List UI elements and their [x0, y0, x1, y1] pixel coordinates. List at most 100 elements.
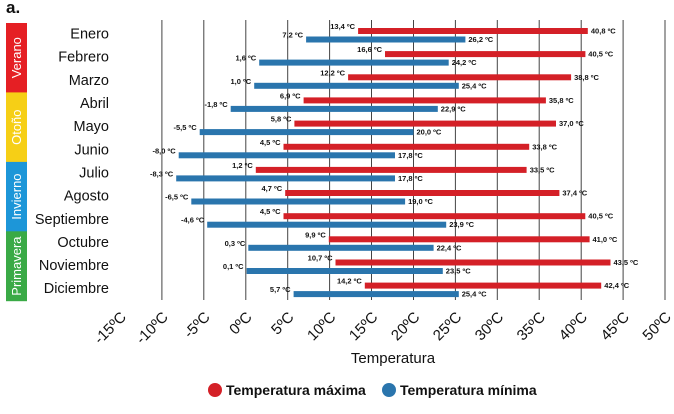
start-value-label: 1,2 ºC	[232, 161, 253, 170]
month-label: Agosto	[64, 189, 109, 205]
end-value-label: 37,0 ºC	[559, 119, 584, 128]
end-value-label: 25,4 ºC	[462, 81, 487, 90]
end-value-label: 19,0 ºC	[408, 197, 433, 206]
start-value-label: 13,4 ºC	[330, 22, 355, 31]
x-tick-label: 10ºC	[304, 309, 339, 344]
month-label: Marzo	[69, 73, 109, 89]
legend-max-swatch	[208, 383, 222, 397]
month-label: Enero	[70, 27, 109, 43]
max-temp-bar	[285, 190, 560, 196]
end-value-label: 22,9 ºC	[441, 104, 466, 113]
max-temp-bar	[328, 236, 590, 243]
end-value-label: 38,8 ºC	[574, 73, 599, 82]
x-tick-label: 15ºC	[346, 309, 381, 344]
max-temp-bar	[294, 120, 556, 127]
start-value-label: -5,5 ºC	[174, 123, 198, 132]
end-value-label: 40,5 ºC	[588, 212, 613, 221]
end-value-label: 33,8 ºC	[532, 142, 557, 151]
end-value-label: 22,4 ºC	[437, 243, 462, 252]
end-value-label: 24,2 ºC	[452, 58, 477, 67]
min-temp-bar	[259, 59, 449, 66]
start-value-label: -8,3 ºC	[150, 169, 174, 178]
end-value-label: 26,2 ºC	[468, 35, 493, 44]
start-value-label: 10,7 ºC	[308, 254, 333, 263]
start-value-label: 0,1 ºC	[223, 262, 244, 271]
start-value-label: 6,9 ºC	[280, 91, 301, 100]
month-label-layer: Enero Febrero Marzo Abril Mayo Junio Julio Agos…	[35, 27, 109, 298]
start-value-label: 0,3 ºC	[225, 239, 246, 248]
end-value-label: 41,0 ºC	[593, 235, 618, 244]
legend-min-swatch	[382, 383, 396, 397]
min-temp-bar	[230, 105, 438, 112]
max-temp-bar	[348, 74, 572, 81]
season-band-1	[6, 23, 27, 93]
end-value-label: 33,5 ºC	[530, 165, 555, 174]
month-label: Julio	[79, 166, 109, 182]
end-value-label: 42,4 ºC	[604, 281, 629, 290]
end-value-label: 35,8 ºC	[549, 96, 574, 105]
season-label-3: Invierno	[9, 173, 24, 219]
start-value-label: 9,9 ºC	[305, 230, 326, 239]
x-tick-layer: -15ºC -10ºC -5ºC 0ºC 5ºC 10ºC 15ºC 20ºC 25ºC 30ºC…	[91, 309, 674, 348]
min-temp-bar	[191, 198, 406, 205]
month-label: Septiembre	[35, 212, 109, 228]
legend-min-label: Temperatura mínima	[400, 382, 537, 398]
start-value-label: 7,2 ºC	[282, 31, 303, 40]
end-value-label: 37,4 ºC	[562, 189, 587, 198]
x-tick-label: 20ºC	[388, 309, 423, 344]
start-value-label: 4,5 ºC	[260, 138, 281, 147]
season-band-2	[6, 92, 27, 163]
x-tick-label: -10ºC	[133, 309, 172, 348]
x-axis-label: Temperatura	[351, 350, 436, 367]
min-temp-bar	[246, 268, 443, 274]
max-temp-bar	[283, 143, 530, 150]
min-temp-bar	[207, 221, 447, 228]
end-value-label: 40,8 ºC	[591, 27, 616, 36]
season-label-1: Verano	[9, 37, 24, 78]
x-tick-label: -15ºC	[91, 309, 130, 348]
max-temp-bar	[335, 259, 611, 266]
season-band-3	[6, 161, 27, 232]
x-tick-label: 0ºC	[226, 309, 256, 339]
month-label: Noviembre	[39, 258, 109, 274]
end-value-label: 23,5 ºC	[446, 267, 471, 276]
end-value-label: 20,0 ºC	[417, 128, 442, 137]
end-value-label: 23,9 ºC	[449, 220, 474, 229]
start-value-label: 5,7 ºC	[270, 285, 291, 294]
month-label: Mayo	[74, 119, 109, 135]
min-temp-bar	[178, 152, 395, 159]
legend-max-label: Temperatura máxima	[226, 382, 366, 398]
max-temp-bar	[364, 282, 602, 289]
min-temp-bar	[306, 36, 466, 43]
season-band-layer: Verano Otoño Invierno Primavera	[6, 23, 27, 302]
start-value-label: -4,6 ºC	[181, 216, 205, 225]
start-value-label: 14,2 ºC	[337, 277, 362, 286]
max-temp-bar	[283, 213, 586, 220]
start-value-label: 5,8 ºC	[271, 115, 292, 124]
season-label-4: Primavera	[9, 236, 24, 296]
min-temp-bar	[199, 129, 414, 136]
end-value-label: 17,8 ºC	[398, 151, 423, 160]
x-tick-label: 5ºC	[268, 309, 298, 339]
x-tick-label: 35ºC	[514, 309, 549, 344]
month-label: Abril	[80, 96, 109, 112]
max-temp-bar	[303, 97, 546, 104]
x-tick-label: -5ºC	[181, 309, 214, 342]
min-temp-bar	[248, 244, 434, 251]
season-label-2: Otoño	[9, 109, 24, 144]
x-tick-label: 40ºC	[556, 309, 591, 344]
end-value-label: 17,8 ºC	[398, 174, 423, 183]
x-tick-label: 25ºC	[430, 309, 465, 344]
end-value-label: 43,5 ºC	[614, 258, 639, 267]
end-value-label: 40,5 ºC	[588, 50, 613, 59]
x-tick-label: 30ºC	[472, 309, 507, 344]
bar-layer	[176, 28, 611, 298]
x-tick-label: 45ºC	[598, 309, 633, 344]
season-band-4	[6, 231, 27, 302]
min-temp-bar	[293, 291, 459, 298]
start-value-label: -6,5 ºC	[165, 193, 189, 202]
min-temp-bar	[254, 82, 459, 89]
start-value-label: 16,6 ºC	[357, 45, 382, 54]
month-label: Octubre	[57, 235, 109, 251]
